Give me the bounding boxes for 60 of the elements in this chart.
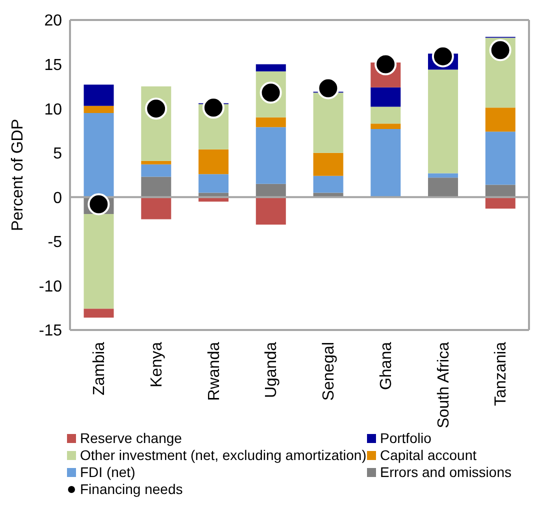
y-axis-title: Percent of GDP	[10, 118, 27, 232]
y-tick-label: -15	[38, 322, 62, 340]
bar	[256, 197, 286, 225]
bar	[428, 70, 458, 174]
x-tick-label: Zambia	[91, 342, 108, 396]
bar	[256, 127, 286, 184]
x-tick-label: Senegal	[320, 342, 338, 401]
y-tick-label: 0	[53, 190, 62, 207]
bar	[141, 160, 172, 164]
bar	[84, 308, 114, 318]
y-tick-label: 5	[53, 146, 62, 163]
y-tick-label: -10	[38, 278, 62, 296]
bar	[84, 106, 114, 113]
x-tick-label: Rwanda	[206, 342, 223, 401]
bar	[428, 173, 458, 178]
bar	[313, 152, 344, 176]
x-tick-label: Uganda	[263, 342, 280, 398]
y-tick-label: 15	[44, 56, 62, 74]
bar	[485, 184, 516, 198]
legend-label: Capital account	[380, 447, 477, 464]
x-tick-label: South Africa	[435, 342, 452, 428]
point	[317, 77, 340, 100]
bar	[370, 124, 401, 129]
point	[432, 45, 454, 68]
legend-label: Reserve change	[80, 430, 182, 447]
legend-label: FDI (net)	[80, 464, 136, 481]
y-tick-label: -5	[48, 234, 62, 252]
bar	[198, 149, 229, 174]
bar	[485, 108, 516, 132]
legend-label: Errors and omissions	[380, 464, 512, 481]
bar	[84, 113, 114, 198]
legend-label: Other investment (net, excluding amortization)	[80, 447, 366, 464]
bar	[313, 176, 344, 193]
bar	[313, 92, 344, 153]
bar	[485, 197, 516, 209]
bar	[198, 174, 229, 193]
y-tick-label: 20	[44, 12, 62, 30]
bar	[370, 128, 401, 198]
bar	[370, 106, 401, 124]
bar	[84, 84, 114, 106]
bar	[428, 178, 458, 198]
bar	[370, 87, 401, 107]
bar	[256, 184, 286, 198]
legend-label: Portfolio	[380, 430, 432, 447]
x-tick-label: Ghana	[378, 342, 395, 390]
bar	[141, 197, 172, 220]
bar	[84, 214, 114, 309]
x-tick-label: Kenya	[148, 342, 166, 388]
bar	[141, 164, 172, 177]
bar	[485, 132, 516, 185]
x-tick-label: Tanzania	[492, 342, 510, 406]
point	[88, 193, 110, 216]
legend-label: Financing needs	[80, 481, 183, 498]
point	[202, 96, 224, 119]
bar	[256, 117, 286, 128]
point	[145, 98, 168, 120]
bar	[256, 64, 286, 72]
point	[489, 39, 512, 62]
y-tick-label: 10	[44, 101, 62, 118]
bar	[141, 176, 172, 198]
